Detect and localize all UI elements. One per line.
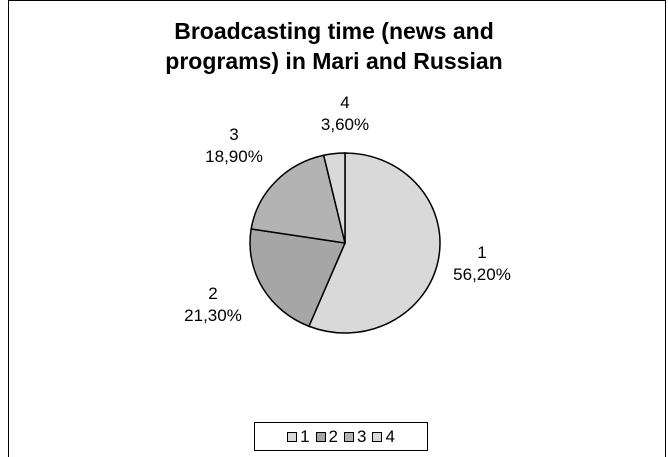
legend-swatch-4 (372, 431, 383, 442)
legend-label-3: 3 (357, 426, 367, 446)
legend-swatch-3 (344, 431, 354, 442)
slice-category-label-1: 1 (477, 243, 486, 262)
chart-title-line-2: programs) in Mari and Russian (165, 48, 503, 74)
pie-slice-2 (249, 228, 347, 328)
slice-category-label-2: 2 (208, 284, 217, 303)
slice-category-label-3: 3 (229, 125, 238, 144)
slice-value-label-1: 56,20% (453, 265, 511, 284)
slice-category-label-4: 4 (340, 93, 349, 112)
legend-label-4: 4 (385, 426, 395, 446)
legend-swatch-1 (287, 431, 298, 442)
pie-slice-1 (307, 152, 441, 334)
legend-item-1: 1 (287, 426, 310, 447)
legend-item-2: 2 (315, 426, 338, 447)
chart-legend: 1 2 3 4 (254, 422, 428, 451)
pie-slice-3 (250, 154, 346, 244)
legend-label-2: 2 (328, 426, 338, 446)
legend-item-4: 4 (372, 426, 395, 447)
chart-title: Broadcasting time (news and programs) in… (0, 16, 668, 76)
chart-title-line-1: Broadcasting time (news and (174, 18, 494, 44)
legend-item-3: 3 (344, 427, 366, 447)
slice-value-label-3: 18,90% (205, 147, 263, 166)
slice-value-label-2: 21,30% (184, 306, 242, 325)
chart-frame (8, 0, 666, 457)
legend-swatch-2 (315, 431, 326, 442)
pie-slice-4 (322, 152, 346, 244)
legend-label-1: 1 (300, 426, 310, 446)
slice-value-label-4: 3,60% (321, 115, 369, 134)
